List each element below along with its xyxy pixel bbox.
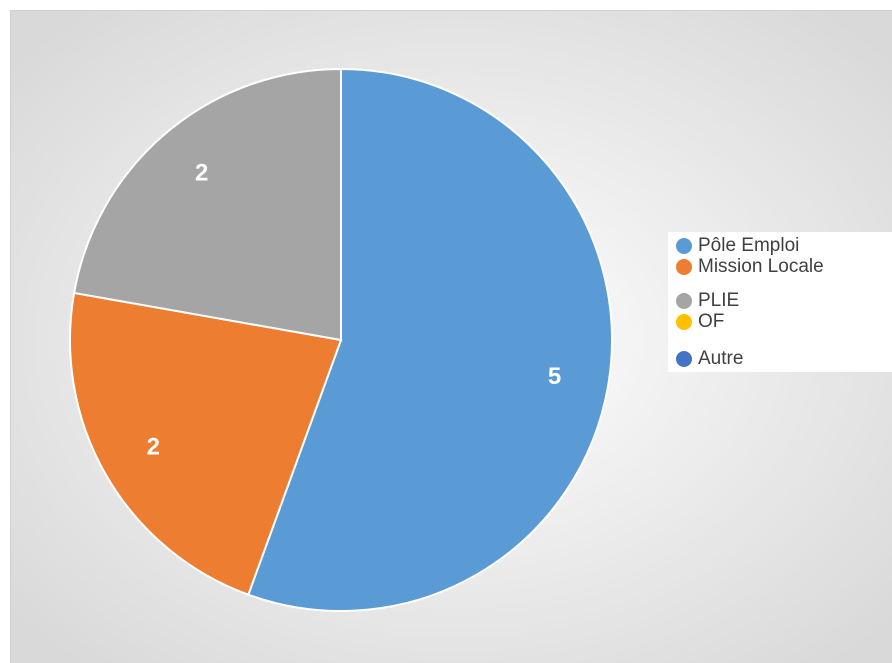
legend-box [668, 232, 892, 372]
pie-slice [247, 67, 613, 612]
data-label: 2 [195, 159, 208, 186]
pie-slice [72, 67, 342, 342]
legend-marker [676, 314, 692, 330]
pie-slice [69, 291, 343, 596]
legend-label: Mission Locale [698, 256, 824, 277]
legend-label: Pôle Emploi [698, 235, 799, 256]
legend-marker [676, 293, 692, 309]
data-label: 2 [147, 434, 160, 461]
data-label: 5 [548, 363, 561, 390]
legend-label: Autre [698, 348, 743, 369]
legend-marker [676, 238, 692, 254]
legend-label: OF [698, 311, 724, 332]
legend-marker [676, 351, 692, 367]
legend-marker [676, 259, 692, 275]
legend-label: PLIE [698, 290, 739, 311]
pie: 5 2 2 [69, 67, 613, 612]
